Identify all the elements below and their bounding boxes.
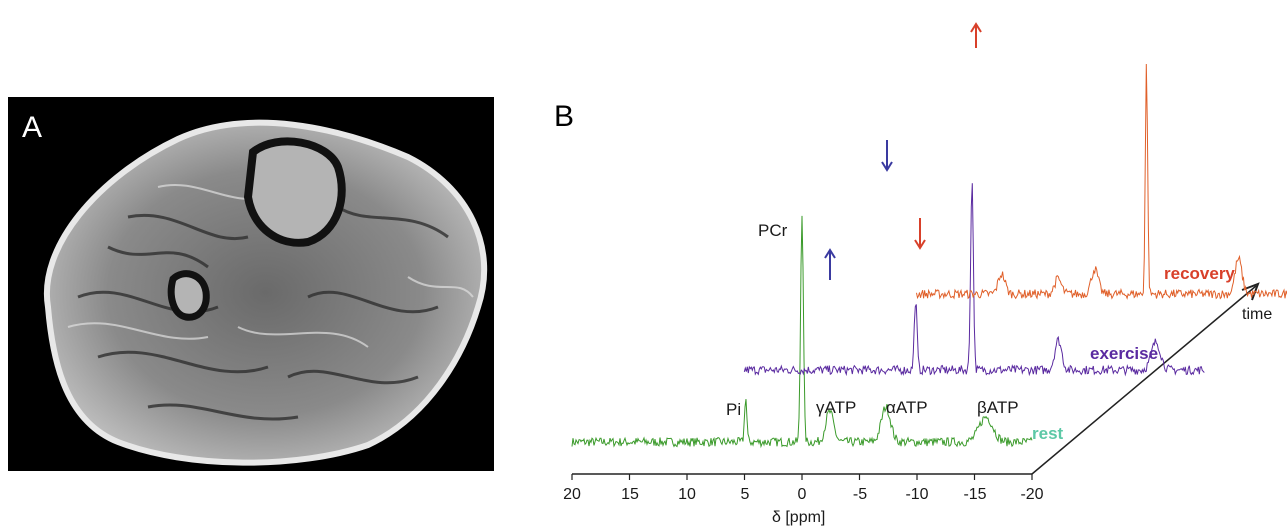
trace-label-rest: rest — [1032, 424, 1064, 443]
peak-label-pcr: PCr — [758, 221, 788, 240]
mri-cross-section-image: A — [22, 111, 488, 466]
panel-a-label: A — [22, 111, 42, 144]
tibia-bone — [243, 137, 346, 247]
x-tick-label: -5 — [852, 486, 868, 503]
exercise-spectrum-line — [743, 183, 1205, 377]
peak-label-pi: Pi — [726, 400, 742, 419]
panel-b-label: B — [554, 100, 575, 133]
peak-label-gamma-atp: γATP — [816, 398, 857, 417]
peak-label-beta-atp: βATP — [977, 398, 1019, 417]
recovery-pcr-up-arrow-icon — [970, 22, 982, 48]
x-tick-label: 0 — [797, 486, 807, 503]
x-tick-label: 15 — [621, 486, 639, 503]
exercise-alpha-atp-down-arrow-icon — [881, 140, 893, 172]
x-axis-ticks — [571, 474, 1033, 480]
time-axis-line — [1031, 285, 1257, 475]
x-tick-label: -20 — [1020, 486, 1044, 503]
leg-outline — [43, 119, 488, 466]
x-tick-label: -10 — [905, 486, 929, 503]
x-tick-label: 10 — [678, 486, 696, 503]
mri-panel: A — [8, 97, 494, 471]
recovery-spectrum-line — [916, 63, 1287, 300]
fibula-bone — [167, 270, 210, 321]
exercise-gamma-atp-up-arrow-icon — [824, 248, 836, 280]
x-tick-label: 5 — [740, 486, 750, 503]
rest-spectrum-line — [571, 215, 1033, 449]
recovery-pi-down-arrow-icon — [914, 218, 926, 250]
x-tick-label: -15 — [963, 486, 987, 503]
x-axis-label: δ [ppm] — [772, 509, 826, 526]
trace-label-recovery: recovery — [1164, 264, 1235, 283]
time-axis-label: time — [1242, 306, 1273, 323]
trace-label-exercise: exercise — [1090, 344, 1159, 363]
peak-label-alpha-atp: αATP — [886, 398, 928, 417]
x-tick-label: 20 — [563, 486, 581, 503]
